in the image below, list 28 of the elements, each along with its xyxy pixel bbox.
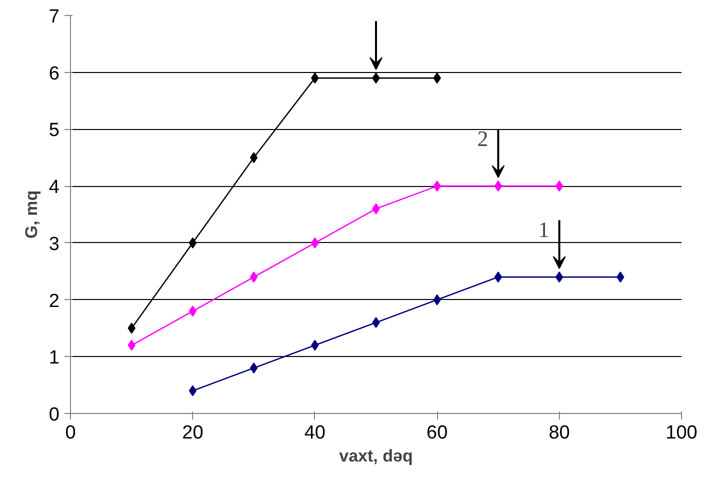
annotation: 1 (538, 217, 550, 242)
point (188, 237, 197, 248)
x-tick-label: 60 (426, 422, 448, 444)
x-tick-label: 40 (304, 422, 326, 444)
y-tick-label: 2 (48, 290, 60, 312)
point (494, 180, 502, 192)
x-axis-title: vaxt, dəq (339, 446, 413, 466)
point (250, 362, 258, 374)
y-tick-label: 3 (48, 234, 60, 255)
point (250, 272, 258, 283)
y-tick-label: 4 (48, 177, 60, 198)
point (555, 180, 564, 192)
annotation: 2 (477, 126, 488, 152)
point (188, 306, 197, 317)
y-tick-label: 5 (48, 120, 60, 142)
y-tick-label: 0 (48, 404, 60, 426)
x-tick-label: 0 (65, 422, 76, 444)
point (555, 272, 564, 283)
point (494, 272, 502, 283)
y-tick-label: 6 (48, 63, 60, 84)
y-tick-label: 1 (48, 348, 60, 369)
point (250, 152, 258, 164)
point (188, 385, 197, 396)
y-axis-title: G, mq (22, 190, 41, 239)
y-tick-label: 7 (48, 6, 60, 28)
x-tick-label: 20 (182, 422, 204, 444)
x-tick-label: 100 (666, 422, 698, 444)
x-tick-label: 80 (548, 422, 570, 444)
